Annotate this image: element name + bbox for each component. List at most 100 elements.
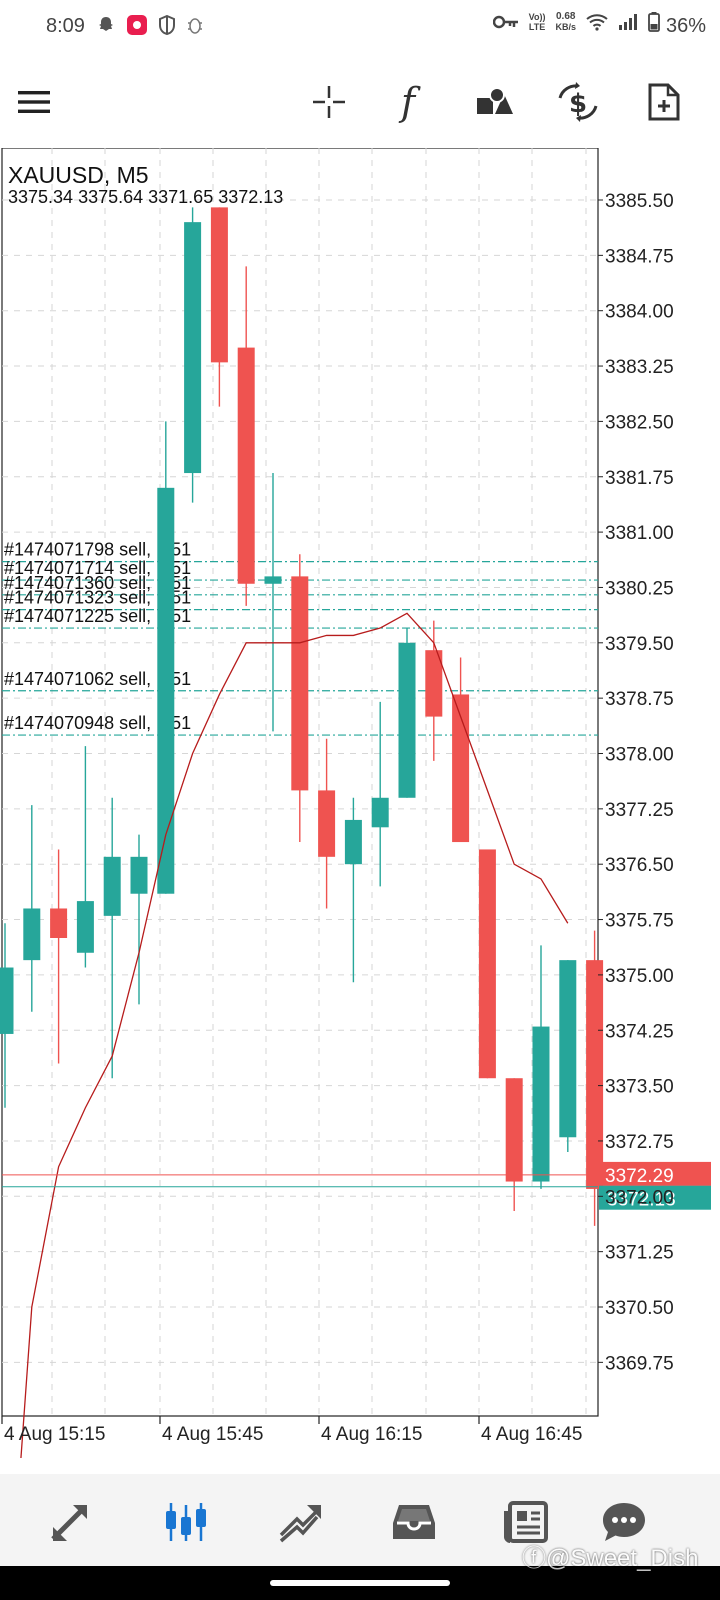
order-label: #1474071714 sell, 1.51 <box>4 558 191 578</box>
price-chart[interactable]: #1474071798 sell, 1.51 #1474071714 sell, … <box>0 147 720 1499</box>
symbol-label: XAUUSD, M5 <box>8 162 149 188</box>
candle-body <box>318 790 336 857</box>
bug-icon <box>188 18 202 34</box>
y-tick-label: 3375.00 <box>605 966 674 987</box>
candle-body <box>505 1078 523 1182</box>
candle <box>23 805 41 1012</box>
svg-text:$: $ <box>569 89 587 119</box>
trade-button[interactable]: $ <box>552 76 604 128</box>
bid-price-label: 3372.29 <box>605 1166 674 1187</box>
candle-body <box>50 908 68 938</box>
y-tick-label: 3381.75 <box>605 468 674 489</box>
quotes-arrows-icon <box>51 1505 87 1541</box>
candle <box>103 797 121 1079</box>
candle-body <box>532 1026 550 1182</box>
add-document-icon <box>648 83 680 121</box>
home-gesture-pill[interactable] <box>270 1580 450 1586</box>
candle-body <box>76 901 94 953</box>
candle-body <box>130 856 148 894</box>
volte-indicator: Vo)) LTE <box>528 12 546 32</box>
chat-bubble-icon <box>603 1503 645 1541</box>
chart-canvas[interactable]: #1474071798 sell, 1.51#1474071714 sell, … <box>0 147 720 1499</box>
candle-body <box>559 960 577 1138</box>
candle <box>210 207 228 407</box>
function-icon: f <box>400 80 416 124</box>
ask-price-tag <box>599 1185 711 1210</box>
y-tick-label: 3378.00 <box>605 745 674 766</box>
y-tick-label: 3372.75 <box>605 1132 674 1153</box>
y-tick-label: 3381.00 <box>605 523 674 544</box>
order-label: #1474071798 sell, 1.51 <box>4 540 191 560</box>
candle <box>425 620 443 761</box>
nav-messages[interactable] <box>596 1494 652 1550</box>
y-tick-label: 3369.75 <box>605 1353 674 1374</box>
snapchat-icon <box>99 17 113 31</box>
candle-body <box>0 967 14 1034</box>
objects-button[interactable] <box>468 76 520 128</box>
candle-body <box>452 694 470 843</box>
y-tick-label: 3379.50 <box>605 634 674 655</box>
candle <box>532 945 550 1189</box>
candle <box>0 923 14 1108</box>
y-tick-label: 3378.75 <box>605 689 674 710</box>
trade-trend-icon <box>279 1505 321 1543</box>
candle <box>586 930 604 1226</box>
y-tick-label: 3371.25 <box>605 1243 674 1264</box>
order-label: #1474071360 sell, 1.51 <box>4 573 191 593</box>
key-icon <box>492 15 518 29</box>
system-icons: Vo)) LTE 0.68 KB/s <box>492 12 660 32</box>
y-tick-label: 3384.00 <box>605 302 674 323</box>
candle <box>398 628 416 798</box>
candle <box>505 1078 523 1212</box>
battery-percent: 36% <box>665 15 706 37</box>
status-time: 8:09 <box>46 15 85 37</box>
candle-body <box>264 576 282 584</box>
menu-button[interactable] <box>8 76 60 128</box>
x-tick-label: 4 Aug 15:15 <box>4 1424 105 1445</box>
system-navigation-bar <box>0 1566 720 1600</box>
candle <box>184 207 202 503</box>
candle <box>50 849 68 1064</box>
order-label: #1474071062 sell, 1.51 <box>4 669 191 689</box>
y-tick-label: 3374.25 <box>605 1021 674 1042</box>
crosshair-icon <box>313 86 345 118</box>
bid-price-tag <box>599 1161 711 1186</box>
candle-body <box>291 576 309 791</box>
y-tick-label: 3370.50 <box>605 1298 674 1319</box>
candle <box>291 554 309 843</box>
y-tick-label: 3380.25 <box>605 578 674 599</box>
y-tick-label: 3385.50 <box>605 191 674 212</box>
candle-body <box>425 650 443 717</box>
watermark: ⓕ@Sweet_Dish <box>522 1538 698 1573</box>
order-label: #1474071323 sell, 1.51 <box>4 588 191 608</box>
nav-quotes[interactable] <box>42 1494 98 1550</box>
crosshair-button[interactable] <box>303 76 355 128</box>
x-tick-label: 4 Aug 16:15 <box>321 1424 422 1445</box>
indicators-button[interactable]: f <box>382 76 434 128</box>
nav-news[interactable] <box>498 1494 554 1550</box>
candle-body <box>586 960 604 1189</box>
candle-body <box>398 642 416 798</box>
inbox-icon <box>393 1505 435 1539</box>
candle-body <box>210 207 228 363</box>
candle <box>452 657 470 843</box>
nav-trade[interactable] <box>272 1494 328 1550</box>
y-tick-label: 3373.50 <box>605 1077 674 1098</box>
watermark-text: @Sweet_Dish <box>546 1545 699 1572</box>
nav-history[interactable] <box>386 1494 442 1550</box>
signal-icon <box>619 14 637 30</box>
candle-body <box>478 849 496 1079</box>
nav-chart[interactable] <box>158 1494 214 1550</box>
new-order-button[interactable] <box>638 76 690 128</box>
candle <box>371 701 389 887</box>
y-tick-label: 3382.50 <box>605 412 674 433</box>
ask-price-label: 3372.13 <box>607 1190 676 1211</box>
y-tick-label: 3384.75 <box>605 246 674 267</box>
hamburger-icon <box>18 91 50 113</box>
dollar-exchange-icon: $ <box>558 82 598 122</box>
candle-body <box>23 908 41 961</box>
candle-body <box>184 222 202 474</box>
battery-icon <box>648 12 660 32</box>
status-bar: 8:09 Vo)) LTE 0.68 KB/s 36% <box>0 0 720 56</box>
candle-body <box>344 819 362 865</box>
